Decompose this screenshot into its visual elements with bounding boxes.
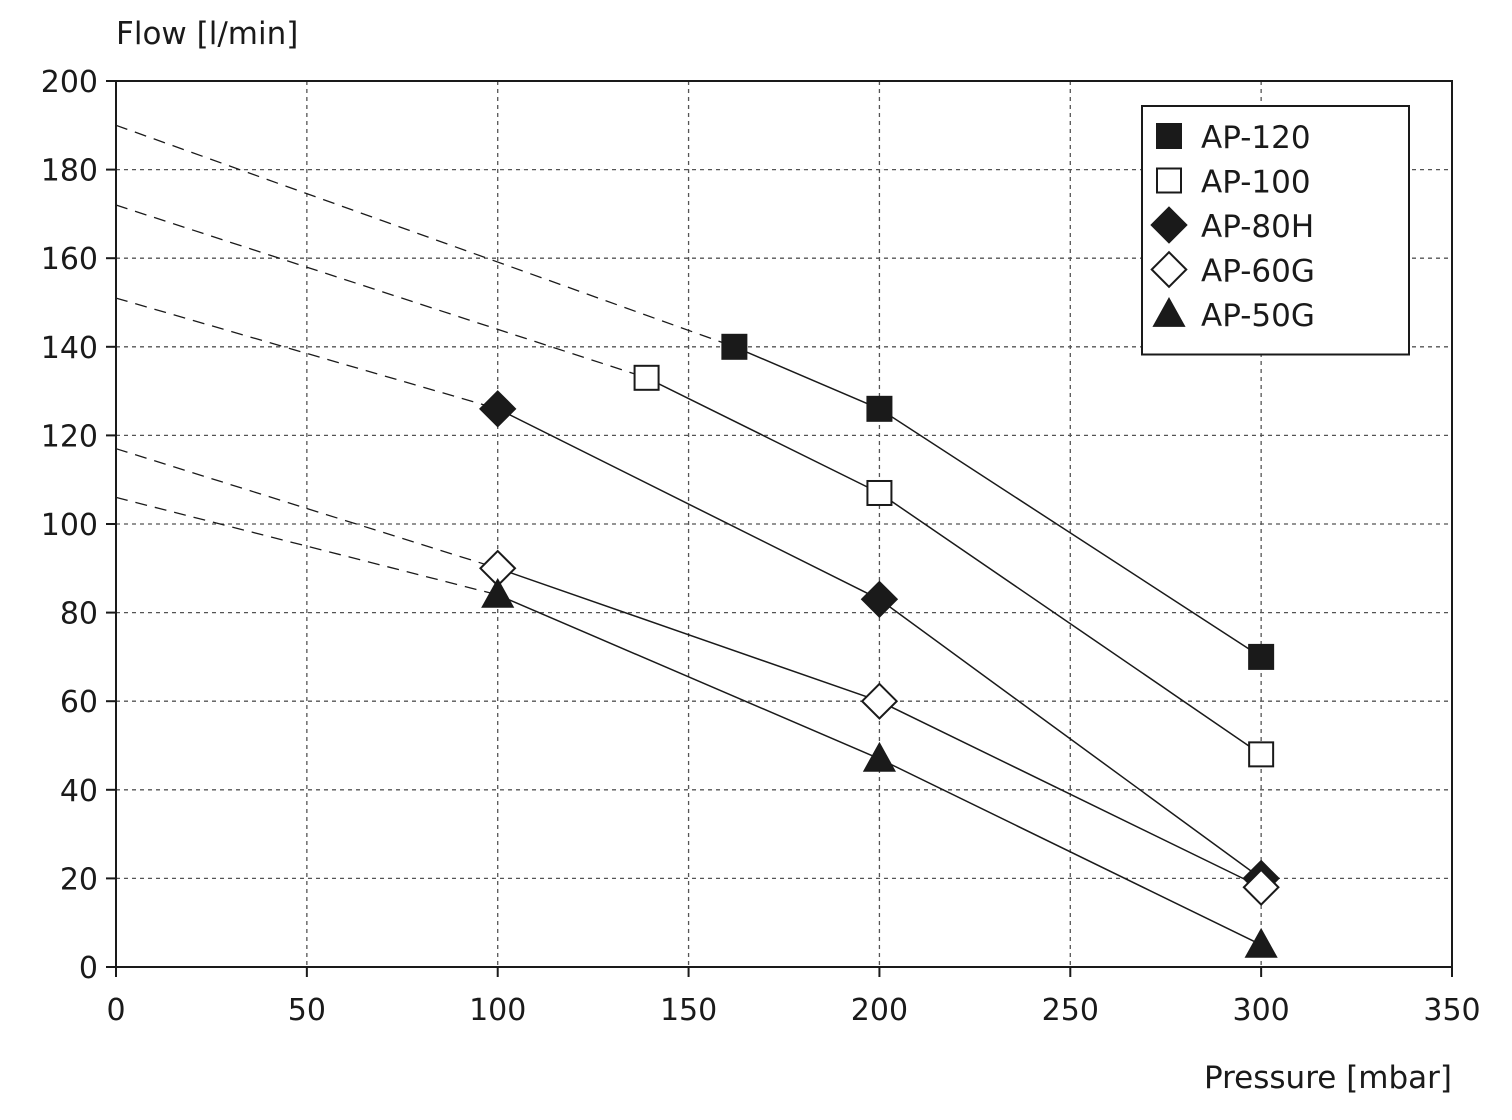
y-tick-label: 0	[79, 951, 98, 986]
data-point-ap-50g	[1244, 927, 1278, 958]
x-tick-label: 0	[106, 993, 125, 1028]
data-point-ap-60g	[860, 682, 899, 720]
data-point-ap-120	[721, 333, 748, 360]
y-tick-label: 80	[60, 597, 98, 632]
legend-marker-ap-60g	[1150, 250, 1188, 289]
data-point-ap-60g	[1242, 868, 1280, 906]
legend: AP-120 AP-100 AP-80H AP-60G AP-50G	[1141, 105, 1410, 356]
data-point-ap-100	[866, 479, 893, 506]
legend-label: AP-100	[1201, 165, 1311, 201]
extrapolation-lines	[115, 124, 735, 596]
legend-marker-ap-100	[1156, 167, 1182, 194]
x-tick-label: 200	[851, 993, 908, 1028]
x-tick-label: 250	[1042, 993, 1099, 1028]
data-point-ap-120	[1248, 643, 1275, 670]
extrapolation-line-ap-100	[115, 204, 647, 379]
y-tick-label: 180	[41, 154, 98, 189]
data-point-ap-80h	[479, 390, 517, 428]
series-markers	[479, 333, 1280, 958]
legend-label: AP-80H	[1201, 209, 1314, 245]
y-axis-title: Flow [l/min]	[116, 16, 298, 52]
y-tick-label: 20	[60, 862, 98, 897]
x-tick-label: 50	[288, 993, 326, 1028]
x-tick-label: 150	[660, 993, 717, 1028]
x-tick-label: 350	[1423, 993, 1480, 1028]
x-tick-label: 100	[469, 993, 526, 1028]
series-line-ap-120	[734, 346, 1262, 658]
y-axis-ticks: 0 20 40 60 80 100 120 140 160 180 200	[41, 65, 116, 986]
y-tick-label: 140	[41, 331, 98, 366]
data-point-ap-80h	[860, 580, 899, 619]
extrapolation-line-ap-60g	[115, 448, 498, 569]
legend-marker-ap-120	[1156, 123, 1182, 149]
extrapolation-line-ap-50g	[115, 496, 498, 596]
data-point-ap-50g	[862, 741, 897, 772]
legend-box	[1141, 105, 1410, 356]
legend-marker-ap-50g	[1152, 297, 1186, 327]
legend-marker-ap-80h	[1150, 206, 1188, 244]
extrapolation-line-ap-120	[115, 124, 735, 348]
legend-label: AP-50G	[1201, 298, 1315, 334]
y-tick-label: 120	[41, 419, 98, 454]
data-point-ap-100	[633, 364, 660, 391]
data-point-ap-100	[1248, 741, 1275, 768]
extrapolation-line-ap-80h	[115, 297, 498, 410]
x-tick-label: 300	[1233, 993, 1290, 1028]
x-axis-title: Pressure [mbar]	[1204, 1060, 1452, 1096]
y-tick-label: 40	[60, 774, 98, 809]
data-point-ap-50g	[481, 577, 515, 608]
legend-label: AP-120	[1201, 120, 1311, 156]
legend-label: AP-60G	[1201, 254, 1315, 290]
y-tick-label: 160	[41, 242, 98, 277]
y-tick-label: 60	[60, 685, 98, 720]
y-tick-label: 200	[41, 65, 98, 100]
y-tick-label: 100	[41, 508, 98, 543]
x-axis-ticks: 0 50 100 150 200 250 300 350	[106, 967, 1481, 1028]
data-point-ap-120	[866, 395, 893, 422]
